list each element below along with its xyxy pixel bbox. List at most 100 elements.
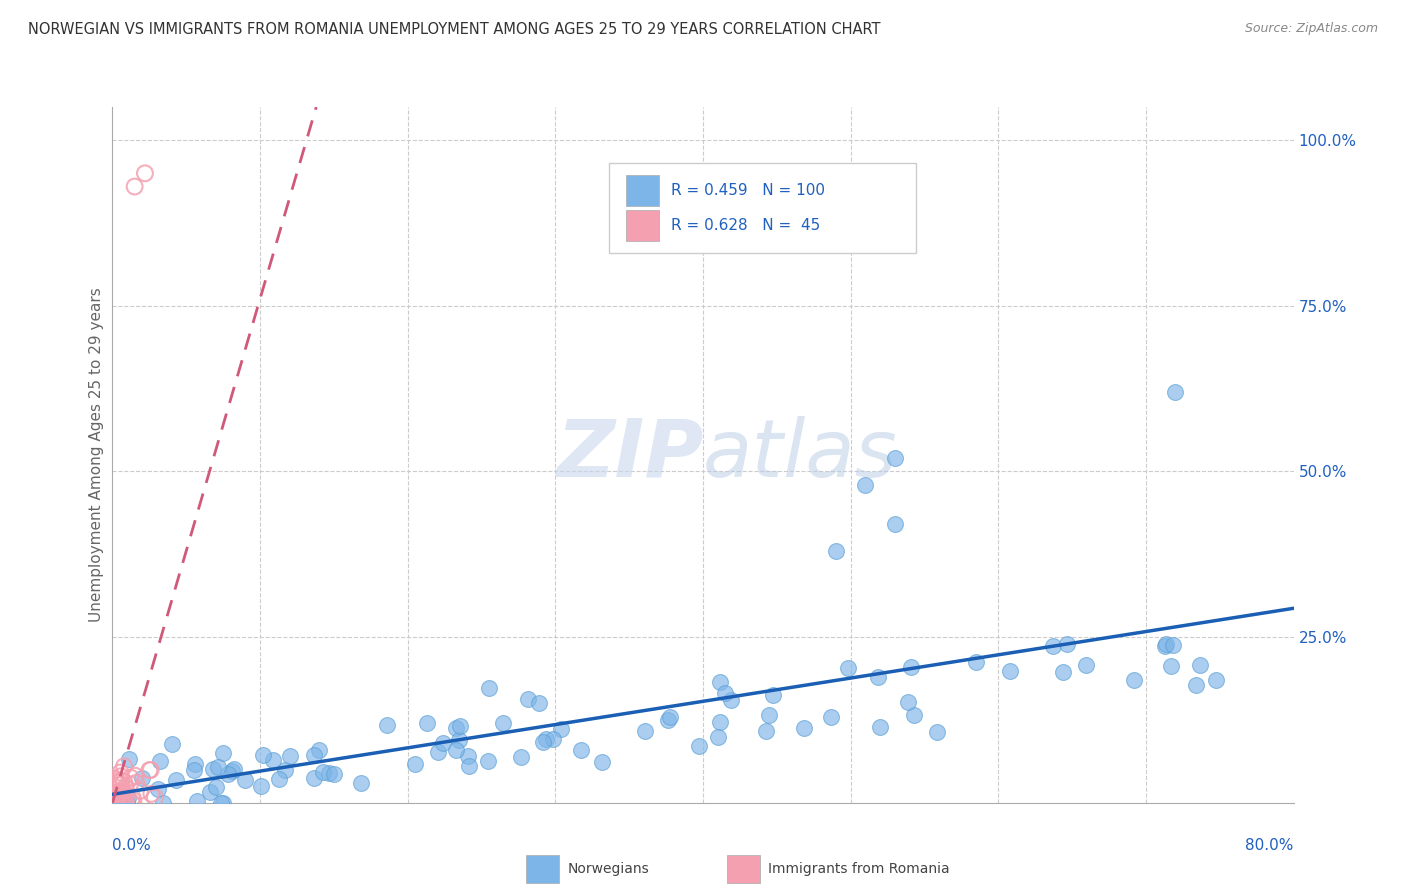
Point	[900, 659, 922, 673]
Point	[477, 755, 499, 769]
Point	[541, 731, 564, 746]
Point	[531, 735, 554, 749]
Text: R = 0.459   N = 100: R = 0.459 N = 100	[671, 183, 825, 198]
Point	[657, 713, 679, 727]
Point	[302, 771, 325, 785]
Point	[1153, 639, 1175, 653]
Point	[714, 686, 737, 700]
Point	[134, 166, 156, 180]
Y-axis label: Unemployment Among Ages 25 to 29 years: Unemployment Among Ages 25 to 29 years	[89, 287, 104, 623]
Point	[146, 782, 169, 797]
Point	[1185, 678, 1208, 692]
Point	[249, 780, 271, 794]
Point	[212, 796, 235, 810]
Point	[235, 772, 257, 787]
Point	[222, 762, 245, 776]
Point	[925, 725, 948, 739]
Point	[103, 772, 125, 786]
Point	[101, 793, 124, 807]
Point	[110, 784, 132, 798]
Point	[141, 787, 163, 801]
Point	[105, 788, 128, 802]
Point	[105, 786, 128, 800]
Point	[121, 790, 143, 805]
Point	[998, 664, 1021, 678]
Point	[965, 655, 987, 669]
Point	[129, 784, 152, 798]
Point	[536, 732, 558, 747]
FancyBboxPatch shape	[609, 162, 915, 253]
Point	[1042, 639, 1064, 653]
Point	[112, 796, 135, 810]
Point	[149, 754, 172, 768]
Point	[591, 756, 613, 770]
Point	[824, 544, 846, 558]
Point	[201, 763, 224, 777]
Text: ZIP: ZIP	[555, 416, 703, 494]
Point	[427, 745, 450, 759]
Point	[110, 765, 132, 780]
Point	[1122, 673, 1144, 687]
Point	[207, 760, 229, 774]
Point	[110, 796, 132, 810]
Point	[221, 764, 243, 778]
Point	[107, 776, 129, 790]
Point	[274, 763, 297, 777]
Text: atlas: atlas	[703, 416, 898, 494]
Point	[323, 767, 346, 781]
Point	[350, 776, 373, 790]
Point	[432, 736, 454, 750]
Point	[262, 753, 284, 767]
Point	[793, 721, 815, 735]
Point	[115, 796, 138, 810]
Point	[755, 724, 778, 739]
Text: Immigrants from Romania: Immigrants from Romania	[768, 862, 949, 876]
Point	[212, 747, 235, 761]
Point	[855, 477, 877, 491]
Point	[121, 796, 143, 810]
Point	[318, 766, 340, 780]
Point	[183, 763, 205, 777]
Point	[131, 772, 153, 786]
Bar	[626, 210, 659, 241]
Point	[252, 747, 274, 762]
Point	[122, 794, 145, 808]
Point	[820, 709, 842, 723]
Point	[1188, 657, 1211, 672]
Point	[209, 796, 232, 810]
Point	[112, 774, 135, 789]
Point	[198, 785, 221, 799]
Text: NORWEGIAN VS IMMIGRANTS FROM ROMANIA UNEMPLOYMENT AMONG AGES 25 TO 29 YEARS CORR: NORWEGIAN VS IMMIGRANTS FROM ROMANIA UNE…	[28, 22, 880, 37]
Point	[165, 773, 187, 788]
Point	[1154, 637, 1177, 651]
Text: 0.0%: 0.0%	[112, 838, 152, 853]
Point	[205, 780, 228, 794]
Point	[186, 794, 208, 808]
Point	[1161, 638, 1184, 652]
Point	[720, 693, 742, 707]
Point	[897, 695, 920, 709]
Point	[457, 749, 479, 764]
Point	[762, 689, 785, 703]
Point	[110, 777, 132, 791]
Point	[125, 776, 148, 790]
Point	[118, 752, 141, 766]
Point	[709, 675, 731, 690]
Point	[308, 743, 330, 757]
Text: Norwegians: Norwegians	[567, 862, 650, 876]
Point	[118, 777, 141, 791]
Point	[1160, 659, 1182, 673]
Point	[1164, 384, 1187, 399]
Point	[115, 796, 138, 810]
Point	[866, 670, 889, 684]
Point	[110, 774, 132, 789]
Point	[117, 790, 139, 805]
Point	[152, 796, 174, 810]
Point	[634, 723, 657, 738]
Point	[112, 759, 135, 773]
Point	[105, 788, 128, 802]
Point	[550, 722, 572, 736]
Point	[110, 769, 132, 783]
Point	[103, 796, 125, 810]
Point	[105, 790, 128, 805]
